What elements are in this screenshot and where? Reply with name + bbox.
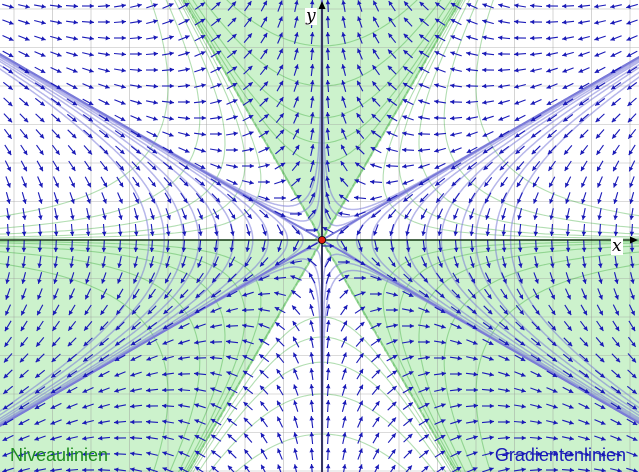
x-axis-label: x — [611, 238, 623, 255]
critical-point-marker — [318, 236, 325, 243]
y-axis-label: y — [305, 8, 317, 25]
gradient-lines-legend-label: Gradientenlinien — [495, 445, 626, 465]
level-lines-legend-label: Niveaulinien — [10, 445, 108, 465]
